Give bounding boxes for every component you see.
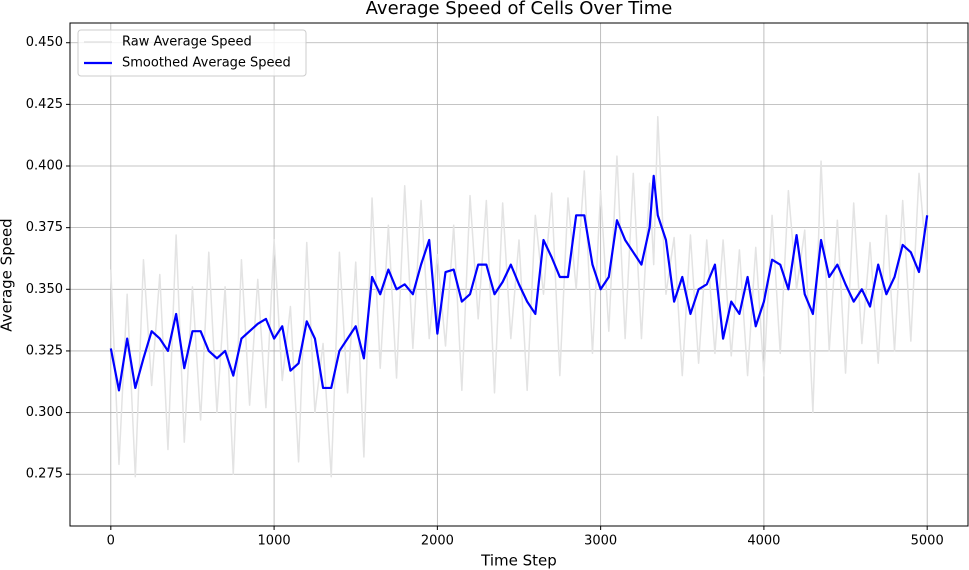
plot-frame	[69, 22, 969, 527]
x-tick-label: 3000	[584, 534, 617, 549]
legend-label: Smoothed Average Speed	[122, 56, 291, 71]
x-tick-label: 4000	[747, 534, 780, 549]
y-tick-label: 0.325	[26, 343, 63, 358]
y-tick-label: 0.375	[26, 220, 63, 235]
y-axis-label: Average Speed	[0, 218, 16, 331]
series-line	[109, 174, 929, 392]
chart-title: Average Speed of Cells Over Time	[366, 0, 673, 19]
x-axis-label: Time Step	[480, 552, 557, 570]
x-tick-label: 2000	[421, 534, 454, 549]
legend-box	[77, 29, 307, 77]
x-tick-label: 5000	[911, 534, 944, 549]
y-tick-label: 0.300	[26, 405, 63, 420]
y-tick-label: 0.400	[26, 159, 63, 174]
y-tick-label: 0.450	[26, 35, 63, 50]
y-tick-label: 0.275	[26, 467, 63, 482]
legend-label: Raw Average Speed	[122, 35, 252, 50]
x-tick-label: 1000	[258, 534, 291, 549]
y-tick-label: 0.350	[26, 282, 63, 297]
y-tick-label: 0.425	[26, 97, 63, 112]
x-tick-label: 0	[107, 534, 115, 549]
series-line	[110, 115, 928, 478]
